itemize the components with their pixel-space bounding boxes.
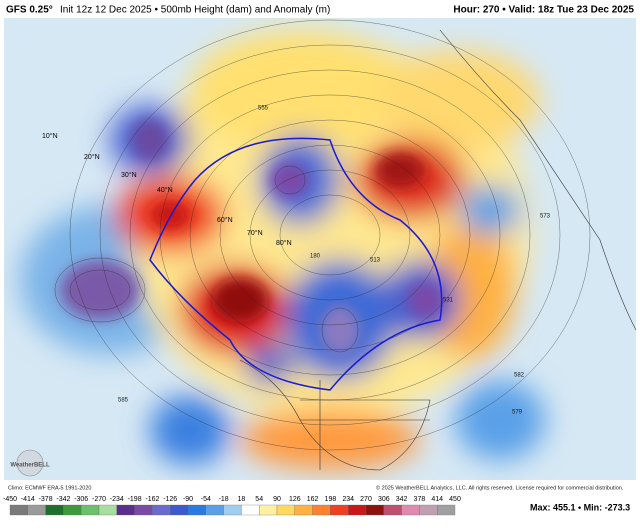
contour-label: 180 <box>310 254 321 260</box>
lat-label: 80°N <box>276 239 292 247</box>
colorbar-tick-label: -90 <box>183 496 193 503</box>
colorbar-swatch <box>45 504 64 516</box>
reference-contour <box>149 137 443 391</box>
colorbar-swatch <box>63 504 82 516</box>
colorbar-tick-label: -126 <box>163 496 177 503</box>
colorbar-tick-label: 270 <box>360 496 372 503</box>
contour-label: 555 <box>258 106 269 112</box>
colorbar-swatch <box>223 504 242 516</box>
colorbar-swatch <box>170 504 189 516</box>
colorbar-tick-label: 198 <box>325 496 337 503</box>
contour-label: 531 <box>443 298 454 304</box>
colorbar-swatch <box>27 504 46 516</box>
contour-label: 579 <box>512 410 523 416</box>
colorbar-swatch <box>401 504 420 516</box>
colorbar-tick-label: -270 <box>92 496 106 503</box>
contour-label: 585 <box>118 398 129 404</box>
colorbar-swatch <box>419 504 438 516</box>
colorbar-swatch <box>312 504 331 516</box>
colorbar-tick-label: 450 <box>449 496 461 503</box>
colorbar-tick-label: -306 <box>74 496 88 503</box>
lat-label: 30°N <box>121 171 137 179</box>
colorbar-tick-label: 18 <box>238 496 246 503</box>
colorbar-tick-label: -342 <box>56 496 70 503</box>
colorbar-tick-label: 234 <box>342 496 354 503</box>
colorbar-tick-label: -414 <box>21 496 35 503</box>
colorbar-swatch <box>241 504 260 516</box>
map: 10°N 20°N 30°N 40°N 60°N 70°N 80°N 573 5… <box>4 18 636 480</box>
colorbar-tick-label: -18 <box>219 496 229 503</box>
colorbar: -450 -414 -378 -342 -306 -270 -234 -198 -162 -126… <box>3 496 461 516</box>
colorbar-tick-label: 126 <box>289 496 301 503</box>
colorbar-tick-label: 90 <box>273 496 281 503</box>
contour-label: 582 <box>514 373 525 379</box>
valid-time: Hour: 270 • Valid: 18z Tue 23 Dec 2025 <box>453 5 634 16</box>
colorbar-swatch <box>276 504 295 516</box>
colorbar-tick-label: 162 <box>307 496 319 503</box>
colorbar-tick-label: 378 <box>414 496 426 503</box>
colorbar-swatch <box>383 504 402 516</box>
colorbar-swatch <box>205 504 224 516</box>
colorbar-tick-label: -378 <box>39 496 53 503</box>
colorbar-swatch <box>116 504 135 516</box>
lat-label: 60°N <box>217 216 233 224</box>
contour-label: 573 <box>540 214 551 220</box>
extremes: Max: 455.1 • Min: -273.3 <box>530 502 630 512</box>
colorbar-swatch <box>365 504 384 516</box>
copyright: © 2025 WeatherBELL Analytics, LLC. All r… <box>376 484 624 491</box>
colorbar-swatch <box>330 504 349 516</box>
contour-label: 513 <box>370 258 381 264</box>
colorbar-tick-label: -234 <box>110 496 124 503</box>
climo-note: Climo: ECMWF ERA-5 1991-2020 <box>8 485 91 491</box>
colorbar-swatch <box>152 504 171 516</box>
colorbar-tick-label: -450 <box>3 496 17 503</box>
description: Init 12z 12 Dec 2025 • 500mb Height (dam… <box>60 5 330 16</box>
colorbar-swatch <box>81 504 100 516</box>
colorbar-swatch <box>348 504 367 516</box>
colorbar-swatch <box>294 504 313 516</box>
colorbar-tick-label: -198 <box>128 496 142 503</box>
logo-badge <box>16 449 44 477</box>
colorbar-swatch <box>98 504 117 516</box>
colorbar-swatch <box>187 504 206 516</box>
colorbar-tick-label: 414 <box>431 496 443 503</box>
colorbar-tick-label: 306 <box>378 496 390 503</box>
colorbar-swatch <box>9 504 28 516</box>
lat-label: 70°N <box>247 229 263 237</box>
colorbar-tick-label: -162 <box>145 496 159 503</box>
coastlines <box>239 29 636 471</box>
colorbar-tick-label: -54 <box>201 496 211 503</box>
model-name: GFS 0.25° <box>6 5 53 16</box>
contour-labels: 573 555 180 513 531 582 585 579 <box>118 106 551 416</box>
lat-label: 10°N <box>42 132 58 140</box>
logo: WeatherBELL <box>10 463 50 469</box>
colorbar-swatch <box>437 504 456 516</box>
colorbar-swatch <box>259 504 278 516</box>
colorbar-swatch <box>134 504 153 516</box>
latitude-labels: 10°N 20°N 30°N 40°N 60°N 70°N 80°N <box>42 132 292 247</box>
lat-label: 20°N <box>84 153 100 161</box>
colorbar-tick-label: 342 <box>396 496 408 503</box>
colorbar-tick-label: 54 <box>255 496 263 503</box>
height-contours <box>54 19 591 451</box>
lat-label: 40°N <box>157 186 173 194</box>
